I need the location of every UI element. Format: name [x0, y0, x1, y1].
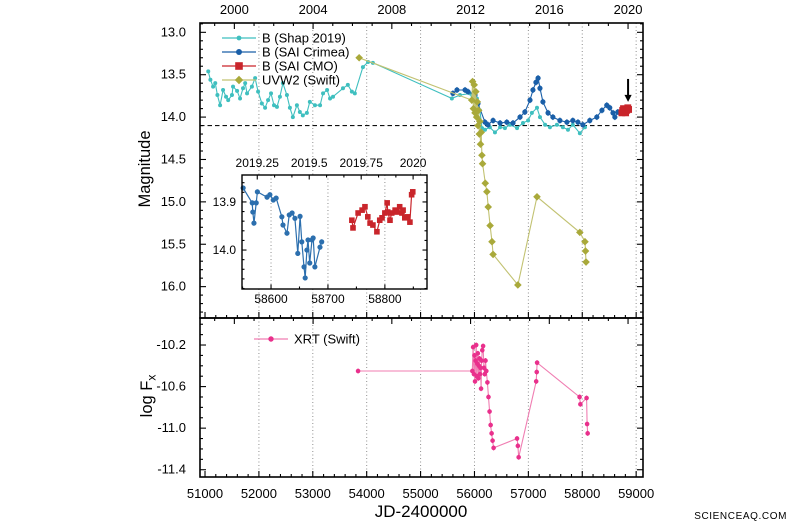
year-tick-label: 2008	[377, 2, 406, 17]
x-tick-label: 56000	[456, 486, 492, 501]
year-tick-label: 2020	[614, 2, 643, 17]
arrow-annotation	[624, 78, 632, 102]
legend-label: B (Shap 2019)	[262, 31, 346, 46]
gridlines	[258, 23, 637, 318]
gridlines	[270, 175, 386, 289]
legend-label: UVW2 (Swift)	[262, 73, 340, 88]
x-tick-label: 55000	[403, 486, 439, 501]
inset-panel: 58600 58700 58800 2019.25 2019.5 2019.75 2020 1…	[213, 156, 428, 306]
x-tick-label: 53000	[295, 486, 331, 501]
y-tick-label: -11.0	[157, 420, 186, 435]
x-tick-label: 58800	[368, 292, 402, 306]
series-b-shap-2019	[206, 59, 587, 136]
series-b-sai-cmo	[618, 104, 633, 117]
legend-entry-uvw2-swift: UVW2 (Swift)	[222, 73, 340, 88]
series-b-sai-crimea	[450, 75, 621, 128]
x-tick-label: 57000	[510, 486, 546, 501]
panel-border	[241, 174, 428, 290]
watermark: SCIENCEAQ.COM	[694, 511, 787, 522]
year-tick-label: 2020	[400, 156, 427, 170]
year-tick-label: 2016	[535, 2, 564, 17]
y-tick-label: 13.5	[161, 67, 186, 82]
legend-entry-b-sai-crimea: B (SAI Crimea)	[222, 45, 349, 60]
year-tick-label: 2019.5	[291, 156, 328, 170]
x-tick-label: 58600	[254, 292, 288, 306]
y-tick-label: 14.0	[161, 109, 186, 124]
legend-label: B (SAI Crimea)	[262, 45, 349, 60]
x-axis-label: JD-2400000	[375, 502, 468, 521]
y-tick-label: 14.0	[213, 243, 237, 257]
legend: XRT (Swift)	[254, 332, 360, 347]
legend-entry-xrt-swift: XRT (Swift)	[254, 332, 360, 347]
year-tick-label: 2019.25	[236, 156, 280, 170]
x-tick-label: 54000	[349, 486, 385, 501]
y-tick-label: -10.2	[156, 337, 186, 352]
series-xrt-swift	[355, 342, 590, 460]
y-tick-label: 13.0	[161, 24, 186, 39]
legend-entry-b-sai-cmo: B (SAI CMO)	[222, 59, 338, 74]
y-tick-label: 15.5	[161, 236, 186, 251]
year-tick-label: 2004	[299, 2, 328, 17]
legend-label: B (SAI CMO)	[262, 59, 338, 74]
series-b-sai-crimea-inset	[240, 185, 325, 281]
bottom-xray-panel: 51000 52000 53000 54000 55000 56000 57000 58000…	[156, 317, 654, 501]
y-tick-label: -10.6	[156, 379, 186, 394]
y-tick-label: -11.4	[157, 462, 186, 477]
x-tick-label: 51000	[187, 486, 223, 501]
legend-label: XRT (Swift)	[294, 332, 360, 347]
axis-ticks: 58600 58700 58800 2019.25 2019.5 2019.75 2020 1…	[213, 156, 427, 306]
x-tick-label: 52000	[241, 486, 277, 501]
y-tick-label: 15.0	[161, 194, 186, 209]
x-tick-label: 58700	[311, 292, 345, 306]
legend-entry-b-shap-2019: B (Shap 2019)	[222, 31, 346, 46]
year-tick-label: 2019.75	[340, 156, 384, 170]
y-tick-label: 16.0	[161, 279, 186, 294]
series-uvw2-swift	[355, 53, 590, 289]
axis-ticks: 51000 52000 53000 54000 55000 56000 57000 58000…	[156, 318, 654, 501]
x-tick-label: 58000	[564, 486, 600, 501]
series-b-sai-cmo-inset	[349, 189, 416, 235]
x-tick-label: 59000	[618, 486, 654, 501]
year-tick-label: 2012	[456, 2, 485, 17]
magnitude-axis-label: Magnitude	[136, 130, 154, 207]
logfx-axis-label: log Fx	[138, 375, 159, 418]
legend: B (Shap 2019)B (SAI Crimea)B (SAI CMO)UV…	[222, 31, 349, 88]
y-tick-label: 14.5	[161, 151, 186, 166]
y-tick-label: 13.9	[213, 195, 237, 209]
year-tick-label: 2000	[220, 2, 249, 17]
